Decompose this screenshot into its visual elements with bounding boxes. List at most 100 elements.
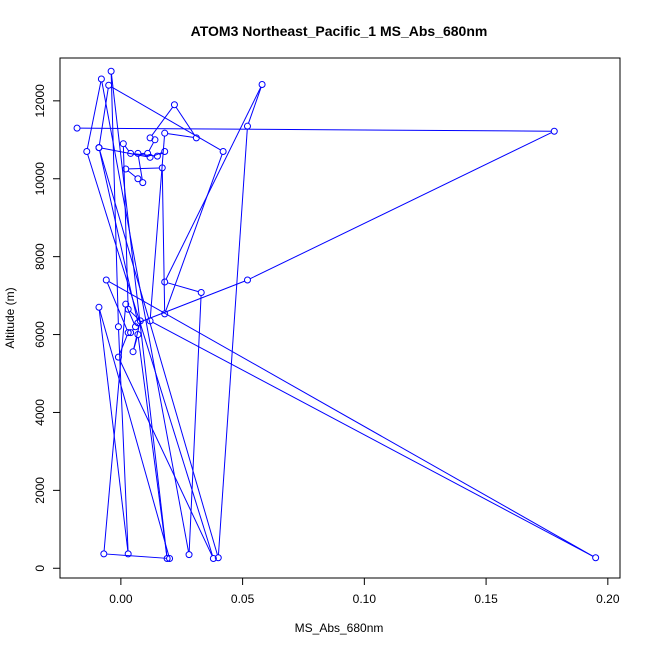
data-point: [127, 149, 135, 157]
data-point: [197, 288, 205, 296]
y-tick-label: 0: [33, 565, 47, 572]
data-point: [258, 80, 266, 88]
series-segment: [98, 310, 129, 551]
data-point: [114, 353, 122, 361]
data-point: [134, 149, 142, 157]
series-segment: [106, 553, 167, 559]
data-point: [114, 323, 122, 331]
series-segment: [128, 167, 160, 170]
data-point: [166, 555, 174, 563]
data-point: [161, 310, 169, 318]
y-tick-label: 12000: [33, 84, 47, 118]
x-tick-label: 0.20: [596, 592, 620, 606]
series-segment: [99, 150, 218, 556]
data-point: [131, 323, 139, 331]
data-point: [97, 75, 105, 83]
series-segment: [110, 74, 119, 324]
data-point: [550, 127, 558, 135]
series-segment: [133, 337, 138, 349]
series-segment: [165, 154, 223, 312]
series-segment: [247, 87, 262, 124]
data-point: [134, 331, 142, 339]
series-segment: [118, 329, 129, 551]
data-point: [161, 147, 169, 155]
data-point: [127, 329, 135, 337]
data-point: [209, 555, 217, 563]
data-point: [161, 278, 169, 286]
series-segment: [167, 133, 194, 138]
data-point: [161, 129, 169, 137]
series-segment: [119, 335, 128, 355]
series-segment: [217, 129, 248, 555]
series-segment: [152, 321, 594, 557]
y-axis: 0 2000 4000 6000 8000 10000 12000: [33, 84, 60, 572]
series-segment: [101, 81, 189, 552]
series-segment: [137, 337, 168, 556]
series-segment: [103, 307, 126, 551]
series-segment: [80, 127, 552, 132]
data-point: [243, 276, 251, 284]
x-tick-label: 0.05: [231, 592, 255, 606]
y-axis-label: Altitude (m): [3, 287, 17, 348]
series-points: [73, 67, 600, 563]
data-point: [592, 554, 600, 562]
chart-title: ATOM3 Northeast_Pacific_1 MS_Abs_680nm: [191, 23, 488, 39]
data-point: [214, 554, 222, 562]
y-tick-label: 4000: [33, 399, 47, 426]
data-point: [163, 555, 171, 563]
series-segment: [108, 281, 594, 557]
series-segment: [99, 150, 138, 321]
data-point: [158, 164, 166, 172]
series-segment: [119, 359, 213, 557]
y-tick-label: 8000: [33, 243, 47, 270]
data-point: [83, 147, 91, 155]
series-segment: [133, 153, 155, 157]
data-point: [95, 303, 103, 311]
data-point: [139, 179, 147, 187]
series-segment: [140, 280, 245, 323]
data-point: [151, 136, 159, 144]
series-segment: [249, 132, 552, 280]
series-segment: [167, 282, 199, 293]
data-point: [136, 317, 144, 325]
data-point: [185, 551, 193, 559]
data-point: [122, 300, 130, 308]
data-point: [134, 175, 142, 183]
series-segment: [148, 142, 154, 152]
data-point: [119, 140, 127, 148]
series-segment: [98, 88, 109, 145]
series-segment: [86, 81, 102, 149]
series-segment: [111, 86, 221, 151]
series-segment: [165, 86, 262, 280]
data-point: [122, 165, 130, 173]
y-tick-label: 10000: [33, 162, 47, 196]
series-segment: [175, 106, 196, 136]
x-axis-label: MS_Abs_680nm: [295, 621, 384, 635]
series-segment: [149, 136, 165, 318]
series-segment: [99, 310, 170, 556]
series-segment: [126, 306, 135, 325]
plot-frame: [59, 57, 621, 579]
data-point: [192, 134, 200, 142]
y-tick-label: 6000: [33, 321, 47, 348]
data-point: [219, 147, 227, 155]
data-point: [153, 152, 161, 160]
x-axis: 0.00 0.05 0.10 0.15 0.20: [109, 578, 620, 606]
series-segment: [101, 147, 148, 158]
x-tick-label: 0.00: [109, 592, 133, 606]
data-point: [129, 348, 137, 356]
data-point: [146, 317, 154, 325]
series-segment: [137, 156, 143, 180]
series-segment: [151, 106, 174, 136]
data-point: [124, 329, 132, 337]
data-point: [107, 67, 115, 75]
x-tick-label: 0.10: [353, 592, 377, 606]
series-segment: [129, 310, 139, 320]
series-segment: [122, 146, 129, 307]
series-segment: [124, 145, 130, 152]
data-point: [102, 276, 110, 284]
series-segment: [110, 74, 168, 556]
x-tick-label: 0.15: [474, 592, 498, 606]
series-line: [80, 74, 594, 559]
